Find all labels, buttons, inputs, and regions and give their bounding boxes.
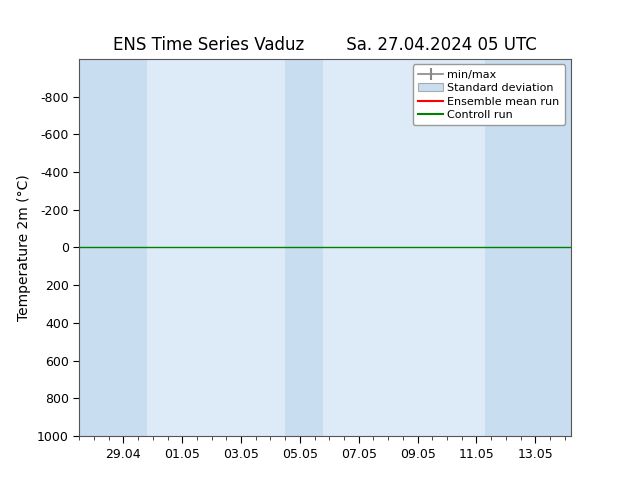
Bar	[79, 59, 108, 436]
Legend: min/max, Standard deviation, Ensemble mean run, Controll run: min/max, Standard deviation, Ensemble me…	[413, 64, 565, 125]
Title: ENS Time Series Vaduz        Sa. 27.04.2024 05 UTC: ENS Time Series Vaduz Sa. 27.04.2024 05 …	[113, 36, 537, 54]
Bar	[285, 59, 323, 436]
Bar	[485, 59, 571, 436]
Bar	[108, 59, 147, 436]
Y-axis label: Temperature 2m (°C): Temperature 2m (°C)	[17, 174, 32, 321]
